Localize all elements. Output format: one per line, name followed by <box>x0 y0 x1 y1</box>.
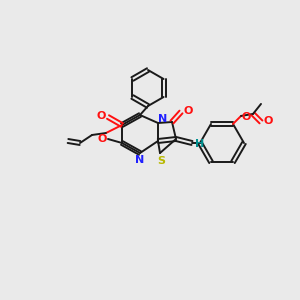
Text: O: O <box>263 116 273 126</box>
Text: S: S <box>157 156 165 166</box>
Text: N: N <box>158 114 168 124</box>
Text: O: O <box>96 111 106 121</box>
Text: O: O <box>241 112 251 122</box>
Text: N: N <box>135 155 145 165</box>
Text: H: H <box>195 139 205 149</box>
Text: O: O <box>97 134 107 144</box>
Text: O: O <box>183 106 193 116</box>
